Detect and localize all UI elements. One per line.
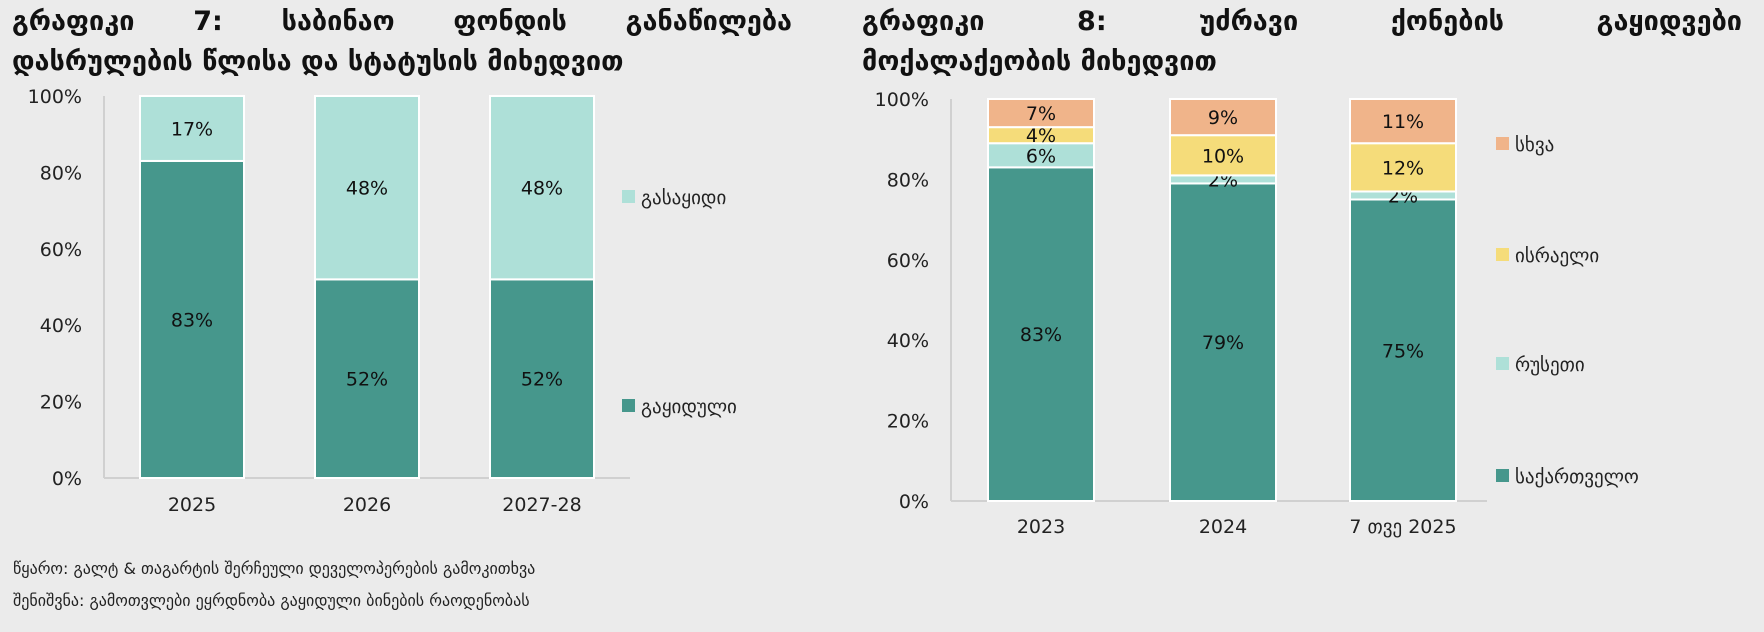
chart8-data-label: 7%	[1026, 103, 1056, 125]
chart7-data-label: 83%	[171, 309, 213, 331]
chart7-ytick: 20%	[40, 392, 82, 414]
footer-source: წყარო: გალტ & თაგარტის შერჩეული დეველოპე…	[13, 559, 536, 578]
chart7-ytick: 80%	[40, 162, 82, 184]
chart7-ytick: 100%	[28, 86, 82, 108]
chart7-data-label: 52%	[521, 369, 563, 391]
chart8-title-line1: გრაფიკი 8: უძრავი ქონების გაყიდვები	[862, 6, 1742, 37]
chart7-title: გრაფიკი 7: საბინაო ფონდის განაწილება დას…	[12, 2, 792, 82]
chart7-ytick: 60%	[40, 239, 82, 261]
chart8-legend-swatch-israel	[1496, 248, 1509, 261]
chart8-data-label: 10%	[1202, 145, 1244, 167]
chart7-bar-unsold	[314, 95, 420, 281]
chart7-bar-sold	[139, 159, 245, 479]
chart8-bar-georgia	[1169, 182, 1277, 502]
chart8-data-label: 75%	[1382, 340, 1424, 362]
chart7-data-label: 17%	[171, 118, 213, 140]
footer-note: შენიშვნა: გამოთვლები ეყრდნობა გაყიდული ბ…	[13, 591, 530, 610]
chart8-ytick: 20%	[887, 411, 929, 433]
chart8-bar-other	[1349, 98, 1457, 145]
chart8-ytick: 60%	[887, 250, 929, 272]
chart8-legend-label: საქართველო	[1515, 466, 1639, 488]
chart8-legend-swatch-georgia	[1496, 469, 1509, 482]
chart8-ytick: 80%	[887, 169, 929, 191]
chart7-bar-unsold	[489, 95, 595, 281]
chart7-legend-label: გაყიდული	[641, 396, 737, 418]
chart7-xtick: 2025	[168, 494, 216, 516]
chart7-xtick: 2026	[343, 494, 391, 516]
chart8-title: გრაფიკი 8: უძრავი ქონების გაყიდვები მოქა…	[862, 2, 1742, 82]
chart8-data-label: 6%	[1026, 145, 1056, 167]
chart7-bar-sold	[489, 278, 595, 479]
chart7-legend-swatch-sold	[622, 399, 635, 412]
chart7-xtick: 2027-28	[502, 494, 581, 516]
chart7-data-label: 48%	[346, 178, 388, 200]
chart8-ytick: 0%	[899, 491, 929, 513]
chart7-data-label: 48%	[521, 178, 563, 200]
chart8-data-label: 11%	[1382, 111, 1424, 133]
chart8-xtick: 7 თვე 2025	[1349, 516, 1456, 538]
chart8-ytick: 40%	[887, 330, 929, 352]
chart8-bar-other	[987, 98, 1095, 129]
chart7-data-label: 52%	[346, 369, 388, 391]
chart8-data-label: 4%	[1026, 125, 1056, 147]
chart8-title-line2: მოქალაქეობის მიხედვით	[862, 46, 1217, 77]
chart7-bar-unsold	[139, 95, 245, 162]
chart8-data-label: 12%	[1382, 157, 1424, 179]
chart8-bar-russia	[987, 142, 1095, 169]
chart8-bar-georgia	[1349, 198, 1457, 502]
chart8-xtick: 2023	[1017, 516, 1065, 538]
chart8-data-label: 83%	[1020, 324, 1062, 346]
chart7-legend-label: გასაყიდი	[641, 187, 726, 209]
chart8-data-label: 9%	[1208, 107, 1238, 129]
chart8-bar-israel	[1349, 142, 1457, 193]
chart7-title-line2: დასრულების წლისა და სტატუსის მიხედვით	[12, 46, 624, 77]
chart8-xtick: 2024	[1199, 516, 1247, 538]
chart8-legend-swatch-russia	[1496, 357, 1509, 370]
chart7-title-line1: გრაფიკი 7: საბინაო ფონდის განაწილება	[12, 6, 792, 37]
chart8-legend-label: ისრაელი	[1515, 245, 1599, 267]
chart7-legend-swatch-unsold	[622, 190, 635, 203]
chart8-data-label: 79%	[1202, 332, 1244, 354]
chart7-ytick: 0%	[52, 468, 82, 490]
chart8-bar-israel	[1169, 134, 1277, 177]
chart7-ytick: 40%	[40, 315, 82, 337]
chart8-bar-other	[1169, 98, 1277, 137]
chart8-legend-label: სხვა	[1515, 134, 1554, 156]
chart7-bar-sold	[314, 278, 420, 479]
chart8-ytick: 100%	[875, 89, 929, 111]
chart8-legend-label: რუსეთი	[1515, 354, 1585, 376]
chart8-legend-swatch-other	[1496, 137, 1509, 150]
